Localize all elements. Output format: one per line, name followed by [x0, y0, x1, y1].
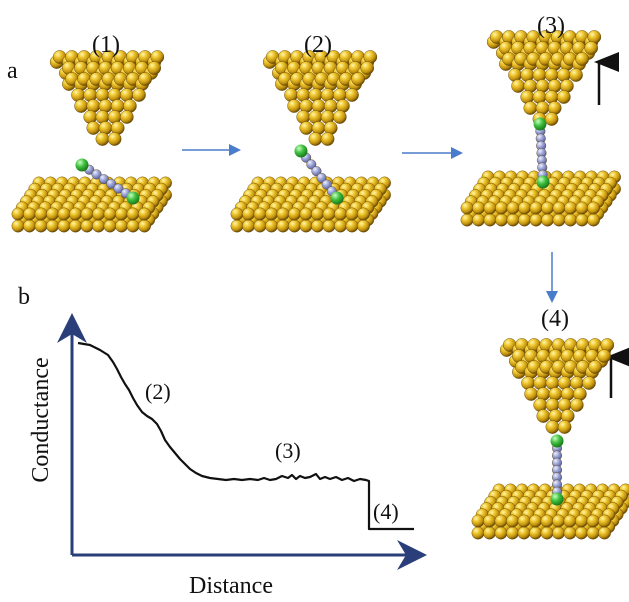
substrate-4	[471, 483, 629, 540]
curve-label-4: (4)	[373, 499, 399, 524]
y-axis-label: Conductance	[28, 357, 54, 482]
tip-2	[262, 50, 378, 146]
step-label-1: (1)	[92, 32, 120, 58]
substrate-2	[230, 176, 391, 233]
anchor-atom	[550, 492, 564, 506]
step-label-3: (3)	[537, 13, 565, 39]
step-label-4: (4)	[541, 306, 569, 332]
substrate-1	[11, 176, 172, 233]
anchor-atom	[330, 191, 344, 205]
tip-1	[49, 50, 165, 146]
conductance-trace	[77, 341, 414, 531]
molecule-3	[533, 117, 550, 189]
molecule-1	[75, 158, 140, 205]
curve-label-2: (2)	[145, 379, 171, 404]
x-axis-label: Distance	[189, 573, 273, 597]
anchor-atom	[550, 434, 564, 448]
step-label-2: (2)	[304, 32, 332, 58]
anchor-atom	[536, 175, 550, 189]
anchor-atom	[533, 117, 547, 131]
molecule-2	[294, 144, 344, 205]
anchor-atom	[75, 158, 89, 172]
anchor-atom	[126, 191, 140, 205]
substrate-3	[460, 170, 621, 227]
molecule-4	[550, 434, 564, 506]
conductance-graph: (2) (3) (4) Conductance Distance	[28, 313, 427, 599]
tip-4	[499, 338, 615, 434]
panel-a-label: a	[7, 58, 18, 84]
curve-label-3: (3)	[275, 438, 301, 463]
panel-b-label: b	[18, 284, 30, 310]
tip-3	[486, 30, 602, 126]
anchor-atom	[294, 144, 308, 158]
